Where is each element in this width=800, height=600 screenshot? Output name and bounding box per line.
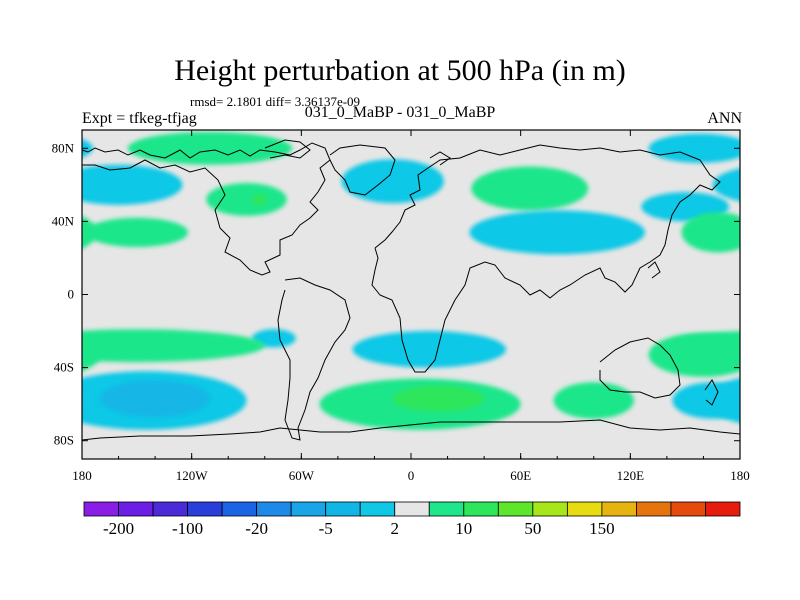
colorbar-box-12 [497,501,534,517]
chart-title: Height perturbation at 500 hPa (in m) [174,54,626,87]
y-tick-label-4: 80S [54,433,74,448]
anomaly-region-4 [744,218,800,247]
x-tick-label-2: 60W [289,468,315,483]
anomaly-region-20 [82,387,95,414]
x-axis-ticks: 180 120W 60W 0 60E 120E 180 [72,130,750,483]
colorbar-box-13 [532,501,568,517]
y-tick-label-3: 40S [54,360,74,375]
anomaly-region-4 [85,217,189,247]
anomaly-region-8 [82,139,93,158]
x-tick-label-5: 120E [617,468,645,483]
colorbar-box-2 [152,501,188,517]
anomaly-region-13 [82,329,265,363]
anomaly-region-5 [341,159,444,204]
x-tick-label-0: 180 [72,468,92,483]
anomaly-region-12 [352,331,507,368]
coastlines [82,139,740,441]
y-tick-label-1: 40N [52,213,75,228]
anomaly-region-10 [82,216,97,249]
anomaly-region-8 [648,133,740,163]
x-tick-label-6: 180 [730,468,750,483]
anomaly-region-10 [681,212,740,253]
colorbar-box-10 [428,501,465,517]
colorbar-label-1: -200 [103,519,134,538]
stats-label: rmsd= 2.1801 diff= 3.36137e-09 [190,94,361,109]
y-tick-label-0: 80N [52,140,75,155]
anomaly-region-3 [82,164,183,205]
case-label: 031_0_MaBP - 031_0_MaBP [304,104,496,121]
x-tick-label-1: 120W [176,468,209,483]
y-tick-label-2: 0 [68,287,75,302]
colorbar-box-5 [256,501,292,517]
experiment-label: Expt = tfkeg-tfjag [82,110,197,127]
anomaly-region-18 [392,385,485,412]
colorbar-label-5: -20 [245,519,268,538]
anomaly-region-2 [251,193,267,205]
colorbar-box-9 [394,501,430,517]
anomaly-region-16 [100,380,210,417]
colorbar-box-3 [187,501,223,517]
x-tick-label-3: 0 [408,468,415,483]
anomaly-region-0 [786,132,800,165]
anomaly-region-19 [553,382,634,419]
colorbar-box-16 [636,501,672,517]
anomaly-region-0 [127,131,293,165]
colorbar-label-7: -5 [319,519,333,538]
anomaly-region-7 [469,210,645,255]
y-axis-ticks: 80N 40N 0 40S 80S [52,140,740,448]
colorbar-box-4 [221,501,258,517]
anomaly-region-16 [758,380,800,417]
colorbar: -200 -100 -20 -5 2 10 50 150 [83,501,741,538]
colorbar-label-15: 150 [589,519,615,538]
anomaly-region-3 [712,168,740,202]
x-tick-label-4: 60E [510,468,531,483]
anomaly-region-14 [648,332,740,377]
anomaly-region-20 [672,382,740,419]
colorbar-label-11: 10 [455,519,472,538]
colorbar-box-14 [566,501,603,517]
colorbar-box-18 [705,501,741,517]
anomaly-region-1 [206,183,287,216]
colorbar-box-15 [601,501,637,517]
colorbar-label-9: 2 [390,519,399,538]
season-label: ANN [707,110,742,127]
colorbar-box-6 [290,501,327,517]
colorbar-box-17 [670,501,706,517]
colorbar-box-8 [359,501,396,517]
colorbar-box-0 [83,501,119,517]
colorbar-box-11 [463,501,499,517]
anomaly-region-6 [471,166,589,211]
colorbar-box-7 [325,501,361,517]
colorbar-box-1 [118,501,154,517]
colorbar-label-3: -100 [172,519,203,538]
colorbar-label-13: 50 [524,519,541,538]
anomaly-region-14 [82,338,101,372]
